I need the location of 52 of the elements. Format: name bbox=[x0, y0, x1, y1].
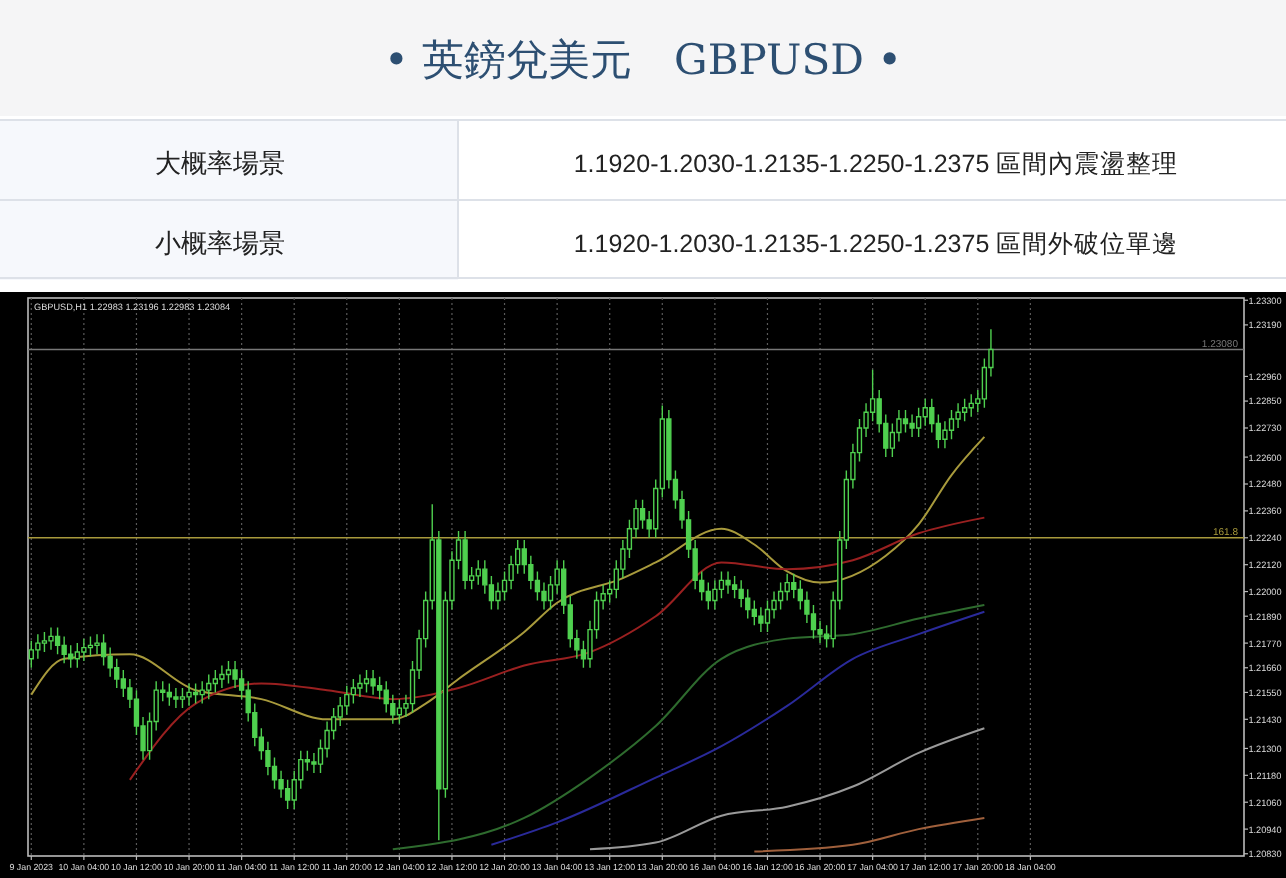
line-series bbox=[588, 727, 986, 851]
candlestick bbox=[968, 393, 974, 418]
line-series bbox=[128, 516, 986, 781]
candlestick bbox=[363, 669, 370, 694]
candlestick bbox=[199, 680, 205, 705]
candlestick bbox=[639, 498, 646, 530]
candlestick bbox=[758, 606, 764, 633]
candlestick bbox=[725, 570, 731, 595]
chart-title: • 英鎊兌美元 GBPUSD • bbox=[383, 36, 903, 84]
candlestick bbox=[219, 664, 225, 689]
candlestick bbox=[745, 588, 751, 620]
candlestick bbox=[179, 687, 186, 709]
candlestick bbox=[284, 779, 291, 810]
text: 1.1920-1.2030-1.2135-1.2250-1.2375 區間內震盪整理 bbox=[573, 150, 1179, 178]
candlestick bbox=[41, 631, 48, 653]
candlestick bbox=[784, 572, 790, 602]
candlestick bbox=[68, 644, 74, 669]
candlestick bbox=[915, 407, 922, 438]
candlestick bbox=[462, 530, 468, 591]
candlestick bbox=[81, 637, 87, 662]
candlestick bbox=[357, 673, 363, 698]
text: 大概率場景 bbox=[155, 148, 285, 178]
candlestick bbox=[225, 660, 232, 685]
candlestick bbox=[475, 559, 481, 586]
candlestick bbox=[712, 579, 718, 611]
candlestick bbox=[186, 682, 192, 707]
candlestick bbox=[87, 635, 94, 658]
line-series bbox=[753, 816, 986, 853]
candlestick bbox=[212, 669, 218, 694]
candlestick bbox=[74, 642, 80, 669]
candlestick bbox=[61, 635, 67, 664]
line-series bbox=[490, 610, 986, 846]
candlestick bbox=[777, 581, 784, 611]
candlestick bbox=[54, 626, 61, 656]
text: 小概率場景 bbox=[155, 228, 285, 258]
candlestick bbox=[396, 698, 403, 725]
candlestick bbox=[764, 599, 771, 633]
line-series bbox=[391, 604, 986, 851]
candlestick bbox=[28, 640, 34, 669]
candlestick bbox=[731, 575, 738, 599]
candlestick bbox=[206, 673, 212, 700]
candlestick bbox=[173, 687, 179, 709]
candlestick bbox=[35, 633, 41, 660]
candlestick bbox=[902, 409, 909, 434]
candlestick bbox=[166, 682, 172, 707]
candlestick bbox=[961, 398, 968, 422]
text: 1.1920-1.2030-1.2135-1.2250-1.2375 區間外破位單邊 bbox=[573, 230, 1179, 258]
candlestick bbox=[909, 413, 915, 438]
candlestick bbox=[370, 669, 376, 696]
candlestick bbox=[948, 409, 955, 440]
candlestick bbox=[192, 682, 199, 705]
candlestick bbox=[48, 626, 54, 651]
